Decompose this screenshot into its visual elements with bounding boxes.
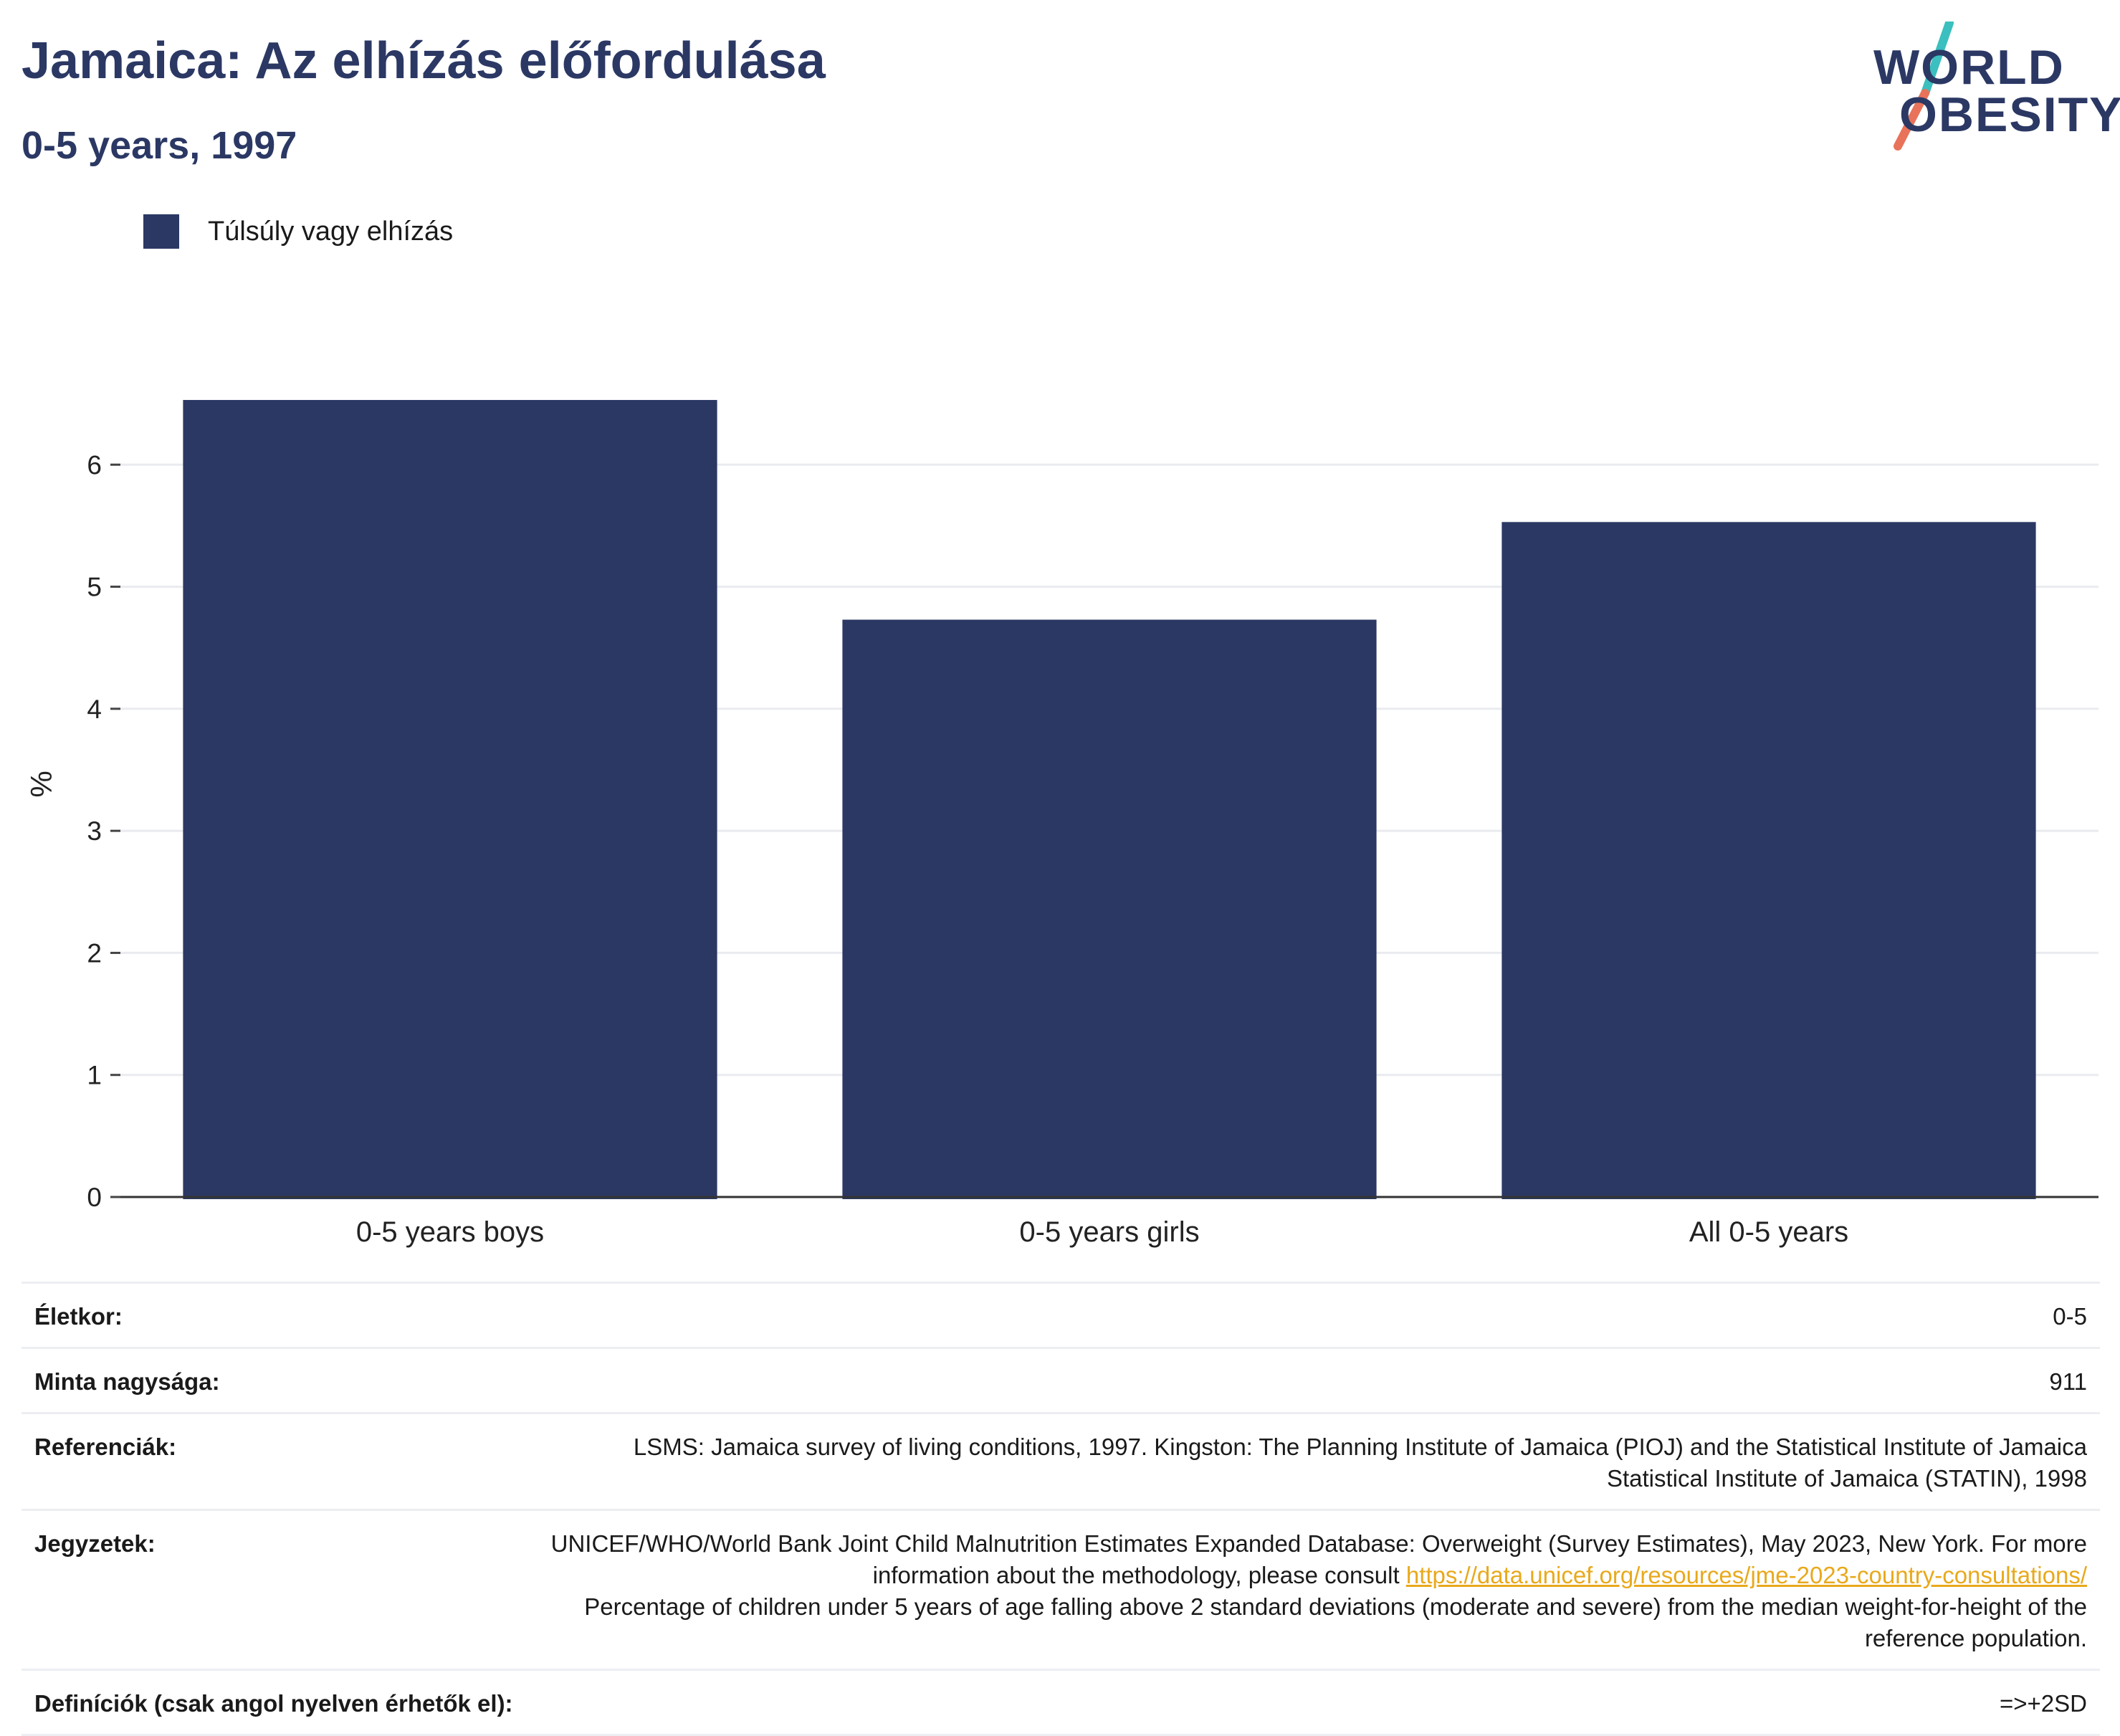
info-table: Életkor: 0-5 Minta nagysága: 911 Referen… bbox=[22, 1282, 2100, 1736]
age-value: 0-5 bbox=[2053, 1303, 2087, 1330]
age-label: Életkor: bbox=[34, 1303, 123, 1330]
y-tick-label: 6 bbox=[87, 450, 102, 480]
x-tick-label: 0-5 years girls bbox=[1019, 1216, 1199, 1248]
info-row-notes: Jegyzetek: UNICEF/WHO/World Bank Joint C… bbox=[22, 1509, 2100, 1669]
y-tick-label: 3 bbox=[87, 816, 102, 846]
bar bbox=[1501, 522, 2036, 1199]
x-tick-label: All 0-5 years bbox=[1689, 1216, 1848, 1248]
references-label: Referenciák: bbox=[34, 1434, 177, 1460]
notes-value: UNICEF/WHO/World Bank Joint Child Malnut… bbox=[496, 1528, 2087, 1654]
y-axis-label: % bbox=[24, 771, 58, 797]
y-tick-label: 5 bbox=[87, 573, 102, 602]
sample-size-value: 911 bbox=[2049, 1368, 2087, 1395]
y-tick-label: 0 bbox=[87, 1183, 102, 1212]
y-axis-ticks: 0 1 2 3 4 5 6 bbox=[87, 450, 120, 1212]
chart-title: Jamaica: Az elhízás előfordulása bbox=[22, 32, 826, 90]
x-tick-label: 0-5 years boys bbox=[356, 1216, 544, 1248]
x-axis-ticks: 0-5 years boys 0-5 years girls All 0-5 yea… bbox=[356, 1216, 1848, 1248]
legend-label: Túlsúly vagy elhízás bbox=[208, 216, 454, 247]
notes-label: Jegyzetek: bbox=[34, 1530, 156, 1557]
notes-link[interactable]: https://data.unicef.org/resources/jme-20… bbox=[1405, 1562, 2087, 1588]
notes-text-1: UNICEF/WHO/World Bank Joint Child Malnut… bbox=[550, 1530, 2087, 1588]
bars bbox=[183, 400, 2036, 1199]
legend: Túlsúly vagy elhízás bbox=[143, 214, 453, 249]
chart-subtitle: 0-5 years, 1997 bbox=[22, 124, 297, 167]
notes-text-2: Percentage of children under 5 years of … bbox=[584, 1593, 2087, 1651]
bar bbox=[183, 400, 717, 1199]
references-value: LSMS: Jamaica survey of living condition… bbox=[634, 1431, 2087, 1494]
bar-chart: 0 1 2 3 4 5 6 0-5 years boys 0-5 years girls All… bbox=[24, 400, 2098, 1248]
references-text-2: Statistical Institute of Jamaica (STATIN… bbox=[1606, 1465, 2087, 1492]
bar bbox=[842, 619, 1377, 1199]
info-row-references: Referenciák: LSMS: Jamaica survey of liv… bbox=[22, 1412, 2100, 1509]
info-row-age: Életkor: 0-5 bbox=[22, 1282, 2100, 1347]
y-tick-label: 4 bbox=[87, 695, 102, 724]
sample-size-label: Minta nagysága: bbox=[34, 1368, 220, 1395]
definitions-value: =>+2SD bbox=[1999, 1690, 2087, 1717]
y-tick-label: 2 bbox=[87, 938, 102, 968]
y-tick-label: 1 bbox=[87, 1061, 102, 1090]
info-row-definitions: Definíciók (csak angol nyelven érhetők e… bbox=[22, 1669, 2100, 1736]
logo-slash-icon bbox=[1894, 22, 1954, 151]
references-text-1: LSMS: Jamaica survey of living condition… bbox=[633, 1434, 2087, 1460]
world-obesity-logo: WORLD OBESITY bbox=[1863, 22, 2120, 158]
legend-swatch bbox=[143, 214, 179, 249]
logo-text-world: WORLD bbox=[1873, 40, 2065, 95]
info-row-sample: Minta nagysága: 911 bbox=[22, 1347, 2100, 1412]
definitions-label: Definíciók (csak angol nyelven érhetők e… bbox=[34, 1690, 513, 1717]
logo-text-obesity: OBESITY bbox=[1899, 87, 2120, 142]
